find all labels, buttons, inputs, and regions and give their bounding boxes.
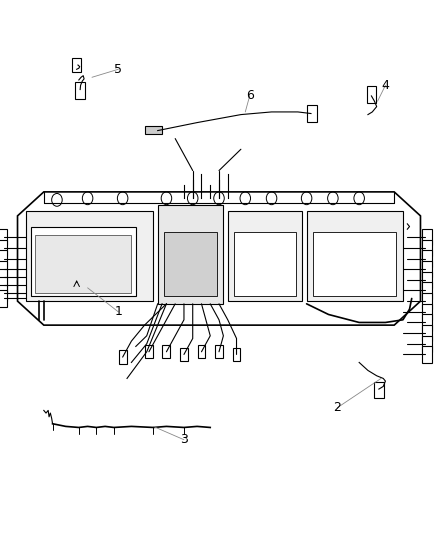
- Bar: [307, 211, 403, 301]
- Bar: [0, 269, 7, 285]
- Bar: [215, 345, 223, 359]
- Bar: [233, 348, 240, 361]
- Bar: [0, 285, 7, 301]
- Bar: [0, 261, 7, 277]
- Bar: [72, 58, 81, 72]
- Bar: [35, 235, 131, 293]
- Text: 3: 3: [180, 433, 188, 446]
- Bar: [0, 277, 7, 293]
- Bar: [307, 106, 317, 122]
- Bar: [0, 240, 7, 256]
- Bar: [422, 229, 432, 245]
- Bar: [422, 240, 432, 256]
- Bar: [164, 232, 217, 296]
- Bar: [198, 345, 205, 359]
- Bar: [374, 382, 384, 398]
- Bar: [422, 325, 432, 341]
- Bar: [145, 126, 162, 134]
- Bar: [234, 232, 296, 296]
- Bar: [422, 304, 432, 320]
- Bar: [422, 282, 432, 298]
- Text: 5: 5: [114, 63, 122, 76]
- Bar: [0, 290, 7, 306]
- Bar: [422, 293, 432, 309]
- Bar: [422, 261, 432, 277]
- Bar: [228, 211, 302, 301]
- Bar: [422, 272, 432, 288]
- Bar: [0, 229, 7, 245]
- Bar: [0, 251, 7, 266]
- Bar: [145, 345, 153, 359]
- Bar: [31, 227, 136, 296]
- Bar: [119, 350, 127, 364]
- Bar: [313, 232, 396, 296]
- Bar: [422, 346, 432, 362]
- Text: 6: 6: [246, 90, 254, 102]
- Bar: [180, 348, 188, 361]
- Text: 1: 1: [114, 305, 122, 318]
- Bar: [422, 251, 432, 266]
- Text: 4: 4: [381, 79, 389, 92]
- Bar: [162, 345, 170, 359]
- Bar: [422, 314, 432, 330]
- Bar: [422, 336, 432, 352]
- Text: 2: 2: [333, 401, 341, 414]
- Bar: [158, 205, 223, 304]
- Bar: [26, 211, 153, 301]
- Bar: [75, 83, 85, 99]
- Bar: [367, 86, 376, 102]
